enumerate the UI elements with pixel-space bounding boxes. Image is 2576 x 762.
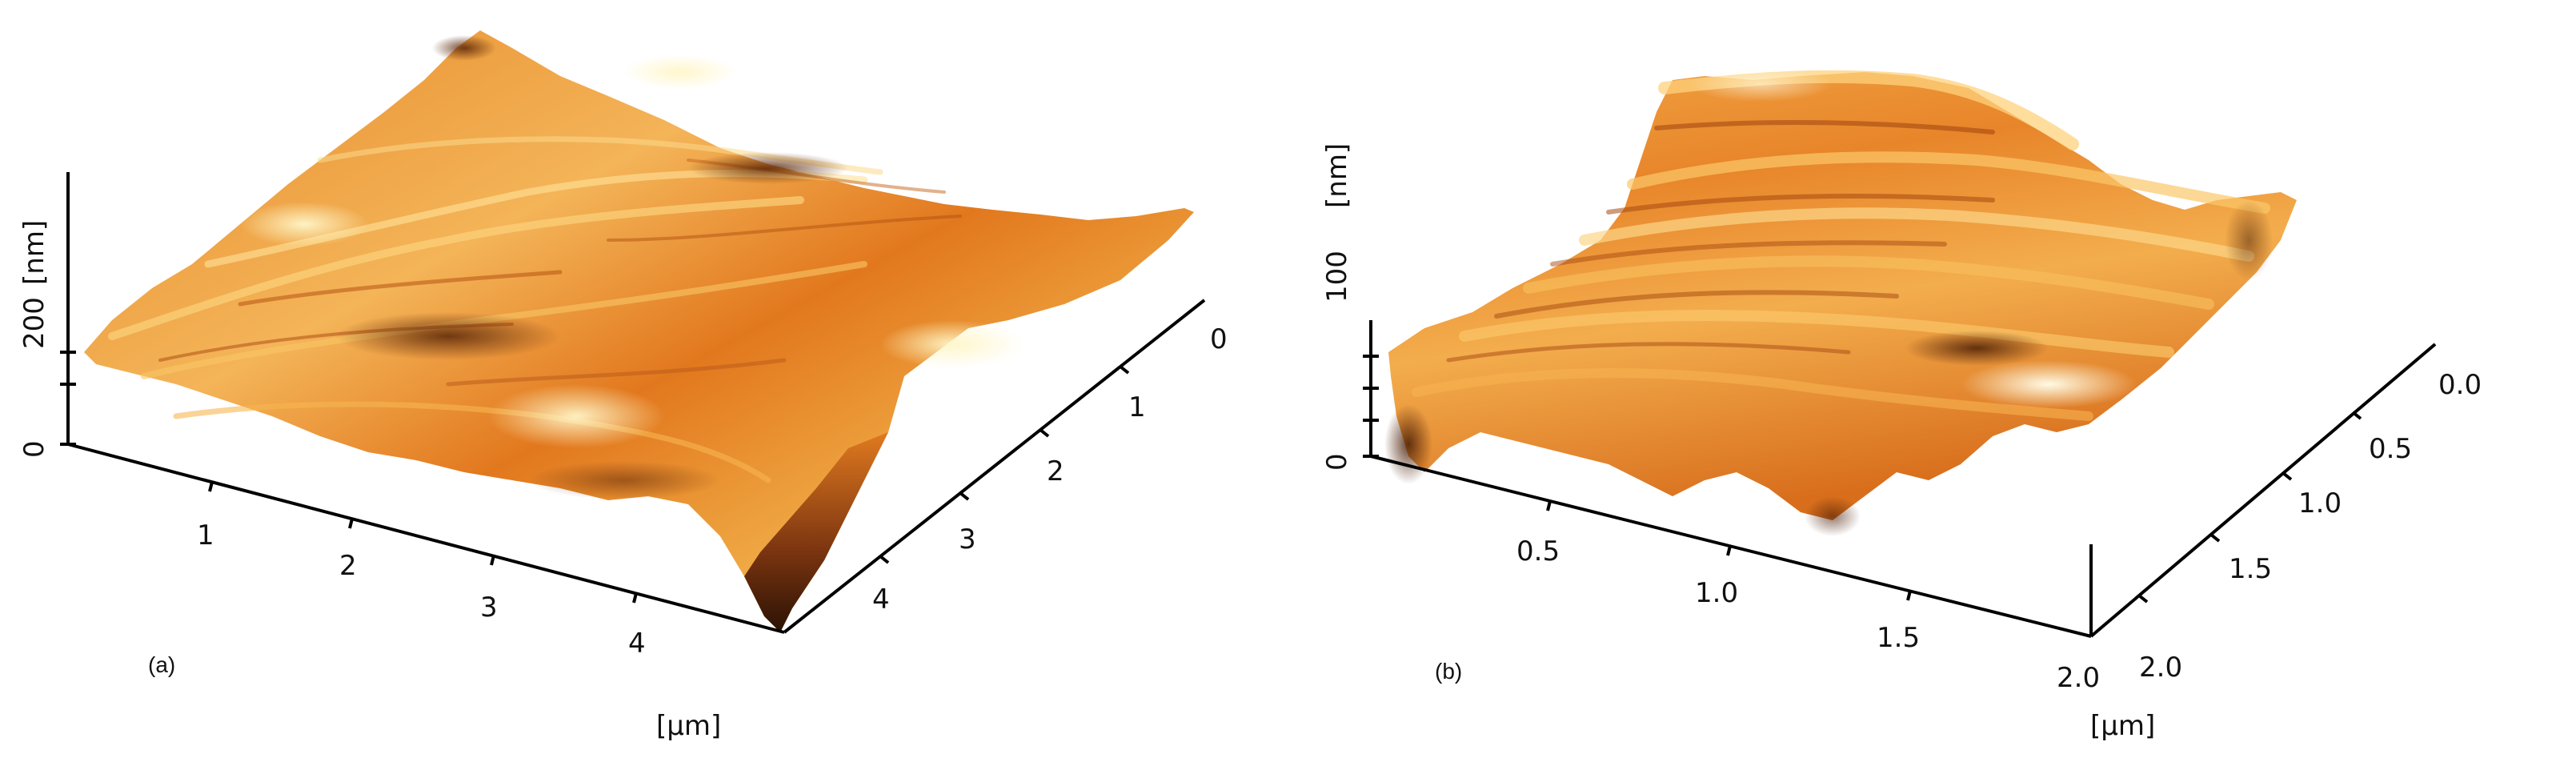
- x-tick-20-b: 2.0: [2057, 662, 2100, 694]
- y-tick-0-a: 0: [1210, 323, 1228, 355]
- valley-b1: [1905, 331, 2049, 366]
- x-tick-3-a: 3: [480, 592, 498, 624]
- valley-b4: [1805, 496, 1861, 536]
- y-tick-4-a: 4: [872, 584, 890, 616]
- highlight-a2: [880, 320, 1024, 368]
- afm-panel-a: 0 200 [nm] 1 2 3 4 0 1 2 3 4 [µm] (a): [18, 30, 1228, 742]
- axes-b: [1363, 320, 2437, 638]
- z-tick-max-a: 200: [18, 297, 50, 349]
- valley-b3: [2225, 200, 2273, 280]
- y-tick-3-a: 3: [959, 523, 976, 555]
- y-tick-2-a: 2: [1047, 455, 1064, 487]
- highlight-a1: [488, 384, 664, 448]
- highlight-b2: [1689, 66, 1833, 102]
- y-tick-10-b: 1.0: [2298, 487, 2342, 519]
- z-tick-0-b: 0: [1321, 453, 1353, 471]
- afm-panel-b: 0 100 [nm] 0.5 1.0 1.5 2.0 0.0 0.5 1.0 1…: [1288, 0, 2576, 762]
- x-unit-a: [µm]: [656, 710, 721, 742]
- valley-a2: [688, 152, 848, 184]
- panel-label-a: (a): [148, 652, 175, 677]
- highlight-a3: [240, 202, 368, 247]
- x-tick-10-b: 1.0: [1695, 577, 1738, 609]
- valley-a3: [432, 35, 496, 61]
- x-unit-b: [µm]: [2090, 710, 2155, 742]
- x-tick-4-a: 4: [628, 628, 646, 660]
- surface-pit-a: [744, 432, 888, 632]
- valley-b2: [1384, 404, 1432, 484]
- y-tick-20-b: 2.0: [2139, 652, 2182, 684]
- x-tick-2-a: 2: [339, 550, 357, 582]
- z-unit-b: [nm]: [1321, 143, 1353, 208]
- z-tick-0-a: 0: [18, 440, 50, 458]
- afm-surface-plot-a: 0 200 [nm] 1 2 3 4 0 1 2 3 4 [µm] (a): [18, 30, 1228, 742]
- y-tick-15-b: 1.5: [2229, 553, 2272, 585]
- surface-b: [1388, 72, 2297, 520]
- axes-a: [60, 172, 1206, 634]
- valley-a1: [336, 312, 560, 360]
- z-tick-max-b: 100: [1321, 251, 1353, 303]
- panel-label-b: (b): [1435, 659, 1462, 684]
- x-tick-1-a: 1: [197, 519, 214, 551]
- y-tick-1-a: 1: [1128, 391, 1146, 423]
- x-tick-15-b: 1.5: [1877, 622, 1920, 654]
- valley-a4: [528, 461, 720, 499]
- y-tick-00-b: 0.0: [2438, 369, 2482, 401]
- surface-a: [84, 30, 1194, 632]
- x-tick-05-b: 0.5: [1516, 535, 1560, 567]
- z-unit-a: [nm]: [18, 220, 50, 285]
- highlight-b1: [1961, 360, 2137, 408]
- highlight-a4: [624, 54, 736, 90]
- afm-surface-plot-b: 0 100 [nm] 0.5 1.0 1.5 2.0 0.0 0.5 1.0 1…: [1321, 66, 2482, 742]
- y-tick-05-b: 0.5: [2369, 433, 2412, 465]
